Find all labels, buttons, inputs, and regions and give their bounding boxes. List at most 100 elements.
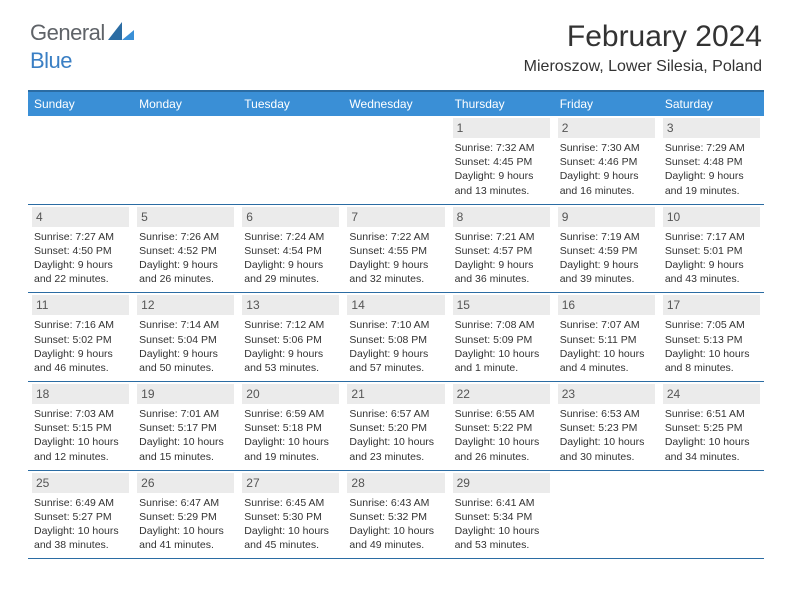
sunset-text: Sunset: 5:17 PM — [139, 421, 232, 435]
day-cell-5: 5Sunrise: 7:26 AMSunset: 4:52 PMDaylight… — [133, 205, 238, 293]
sunset-text: Sunset: 5:34 PM — [455, 510, 548, 524]
empty-cell — [28, 116, 133, 204]
daylight-text: Daylight: 10 hours and 45 minutes. — [244, 524, 337, 552]
week-row: 11Sunrise: 7:16 AMSunset: 5:02 PMDayligh… — [28, 293, 764, 382]
empty-cell — [133, 116, 238, 204]
daylight-text: Daylight: 10 hours and 38 minutes. — [34, 524, 127, 552]
day-number: 7 — [347, 207, 444, 227]
weeks-container: 1Sunrise: 7:32 AMSunset: 4:45 PMDaylight… — [28, 116, 764, 559]
day-number: 6 — [242, 207, 339, 227]
day-number: 14 — [347, 295, 444, 315]
day-info: Sunrise: 7:03 AMSunset: 5:15 PMDaylight:… — [32, 407, 129, 464]
daylight-text: Daylight: 10 hours and 30 minutes. — [560, 435, 653, 463]
empty-cell — [238, 116, 343, 204]
sunrise-text: Sunrise: 7:14 AM — [139, 318, 232, 332]
day-number: 3 — [663, 118, 760, 138]
day-info: Sunrise: 6:53 AMSunset: 5:23 PMDaylight:… — [558, 407, 655, 464]
sunset-text: Sunset: 4:46 PM — [560, 155, 653, 169]
weekday-tuesday: Tuesday — [238, 92, 343, 116]
day-info: Sunrise: 6:49 AMSunset: 5:27 PMDaylight:… — [32, 496, 129, 553]
daylight-text: Daylight: 10 hours and 1 minute. — [455, 347, 548, 375]
day-number: 2 — [558, 118, 655, 138]
day-info: Sunrise: 7:16 AMSunset: 5:02 PMDaylight:… — [32, 318, 129, 375]
sunrise-text: Sunrise: 7:01 AM — [139, 407, 232, 421]
daylight-text: Daylight: 9 hours and 39 minutes. — [560, 258, 653, 286]
empty-cell — [343, 116, 448, 204]
day-info: Sunrise: 7:10 AMSunset: 5:08 PMDaylight:… — [347, 318, 444, 375]
day-number: 1 — [453, 118, 550, 138]
day-number: 10 — [663, 207, 760, 227]
day-number: 5 — [137, 207, 234, 227]
sunset-text: Sunset: 5:04 PM — [139, 333, 232, 347]
sunrise-text: Sunrise: 6:41 AM — [455, 496, 548, 510]
day-number: 19 — [137, 384, 234, 404]
sunset-text: Sunset: 4:48 PM — [665, 155, 758, 169]
sunset-text: Sunset: 5:11 PM — [560, 333, 653, 347]
sunset-text: Sunset: 5:13 PM — [665, 333, 758, 347]
day-info: Sunrise: 7:14 AMSunset: 5:04 PMDaylight:… — [137, 318, 234, 375]
daylight-text: Daylight: 9 hours and 43 minutes. — [665, 258, 758, 286]
daylight-text: Daylight: 10 hours and 53 minutes. — [455, 524, 548, 552]
day-cell-11: 11Sunrise: 7:16 AMSunset: 5:02 PMDayligh… — [28, 293, 133, 381]
day-info: Sunrise: 7:17 AMSunset: 5:01 PMDaylight:… — [663, 230, 760, 287]
day-info: Sunrise: 7:05 AMSunset: 5:13 PMDaylight:… — [663, 318, 760, 375]
sunset-text: Sunset: 5:09 PM — [455, 333, 548, 347]
sunrise-text: Sunrise: 6:57 AM — [349, 407, 442, 421]
daylight-text: Daylight: 9 hours and 22 minutes. — [34, 258, 127, 286]
sunset-text: Sunset: 5:23 PM — [560, 421, 653, 435]
daylight-text: Daylight: 10 hours and 15 minutes. — [139, 435, 232, 463]
daylight-text: Daylight: 9 hours and 36 minutes. — [455, 258, 548, 286]
sunrise-text: Sunrise: 7:03 AM — [34, 407, 127, 421]
sunset-text: Sunset: 5:08 PM — [349, 333, 442, 347]
sunset-text: Sunset: 4:50 PM — [34, 244, 127, 258]
header: General February 2024 Mieroszow, Lower S… — [0, 0, 792, 84]
sunrise-text: Sunrise: 7:32 AM — [455, 141, 548, 155]
sunrise-text: Sunrise: 7:05 AM — [665, 318, 758, 332]
daylight-text: Daylight: 9 hours and 19 minutes. — [665, 169, 758, 197]
daylight-text: Daylight: 9 hours and 57 minutes. — [349, 347, 442, 375]
day-number: 13 — [242, 295, 339, 315]
day-cell-19: 19 Sunrise: 7:01 AMSunset: 5:17 PMDayligh… — [133, 382, 238, 470]
daylight-text: Daylight: 9 hours and 53 minutes. — [244, 347, 337, 375]
daylight-text: Daylight: 9 hours and 50 minutes. — [139, 347, 232, 375]
month-title: February 2024 — [524, 20, 762, 54]
logo-text-blue: Blue — [30, 48, 72, 73]
sunset-text: Sunset: 4:57 PM — [455, 244, 548, 258]
daylight-text: Daylight: 9 hours and 13 minutes. — [455, 169, 548, 197]
calendar: SundayMondayTuesdayWednesdayThursdayFrid… — [28, 90, 764, 559]
day-number: 4 — [32, 207, 129, 227]
day-cell-17: 17Sunrise: 7:05 AMSunset: 5:13 PMDayligh… — [659, 293, 764, 381]
weekday-saturday: Saturday — [659, 92, 764, 116]
sunset-text: Sunset: 5:32 PM — [349, 510, 442, 524]
weekday-header-row: SundayMondayTuesdayWednesdayThursdayFrid… — [28, 92, 764, 116]
day-info: Sunrise: 7:12 AMSunset: 5:06 PMDaylight:… — [242, 318, 339, 375]
day-info: Sunrise: 6:57 AMSunset: 5:20 PMDaylight:… — [347, 407, 444, 464]
day-cell-18: 18 Sunrise: 7:03 AMSunset: 5:15 PMDayligh… — [28, 382, 133, 470]
daylight-text: Daylight: 10 hours and 8 minutes. — [665, 347, 758, 375]
day-cell-2: 2 Sunrise: 7:30 AMSunset: 4:46 PMDaylight… — [554, 116, 659, 204]
weekday-friday: Friday — [554, 92, 659, 116]
daylight-text: Daylight: 10 hours and 41 minutes. — [139, 524, 232, 552]
day-number: 26 — [137, 473, 234, 493]
empty-cell — [659, 471, 764, 559]
weekday-thursday: Thursday — [449, 92, 554, 116]
sunrise-text: Sunrise: 7:07 AM — [560, 318, 653, 332]
daylight-text: Daylight: 10 hours and 12 minutes. — [34, 435, 127, 463]
day-info: Sunrise: 7:22 AMSunset: 4:55 PMDaylight:… — [347, 230, 444, 287]
day-number: 23 — [558, 384, 655, 404]
day-cell-9: 9Sunrise: 7:19 AMSunset: 4:59 PMDaylight… — [554, 205, 659, 293]
day-cell-4: 4Sunrise: 7:27 AMSunset: 4:50 PMDaylight… — [28, 205, 133, 293]
day-cell-1: 1Sunrise: 7:32 AMSunset: 4:45 PMDaylight… — [449, 116, 554, 204]
day-info: Sunrise: 7:30 AMSunset: 4:46 PMDaylight:… — [558, 141, 655, 198]
day-number: 18 — [32, 384, 129, 404]
day-number: 8 — [453, 207, 550, 227]
day-number: 16 — [558, 295, 655, 315]
daylight-text: Daylight: 10 hours and 49 minutes. — [349, 524, 442, 552]
sunrise-text: Sunrise: 7:24 AM — [244, 230, 337, 244]
day-cell-27: 27Sunrise: 6:45 AMSunset: 5:30 PMDayligh… — [238, 471, 343, 559]
weekday-monday: Monday — [133, 92, 238, 116]
day-cell-22: 22Sunrise: 6:55 AMSunset: 5:22 PMDayligh… — [449, 382, 554, 470]
daylight-text: Daylight: 9 hours and 32 minutes. — [349, 258, 442, 286]
day-cell-23: 23 Sunrise: 6:53 AMSunset: 5:23 PMDayligh… — [554, 382, 659, 470]
logo-shape-icon — [108, 22, 134, 45]
